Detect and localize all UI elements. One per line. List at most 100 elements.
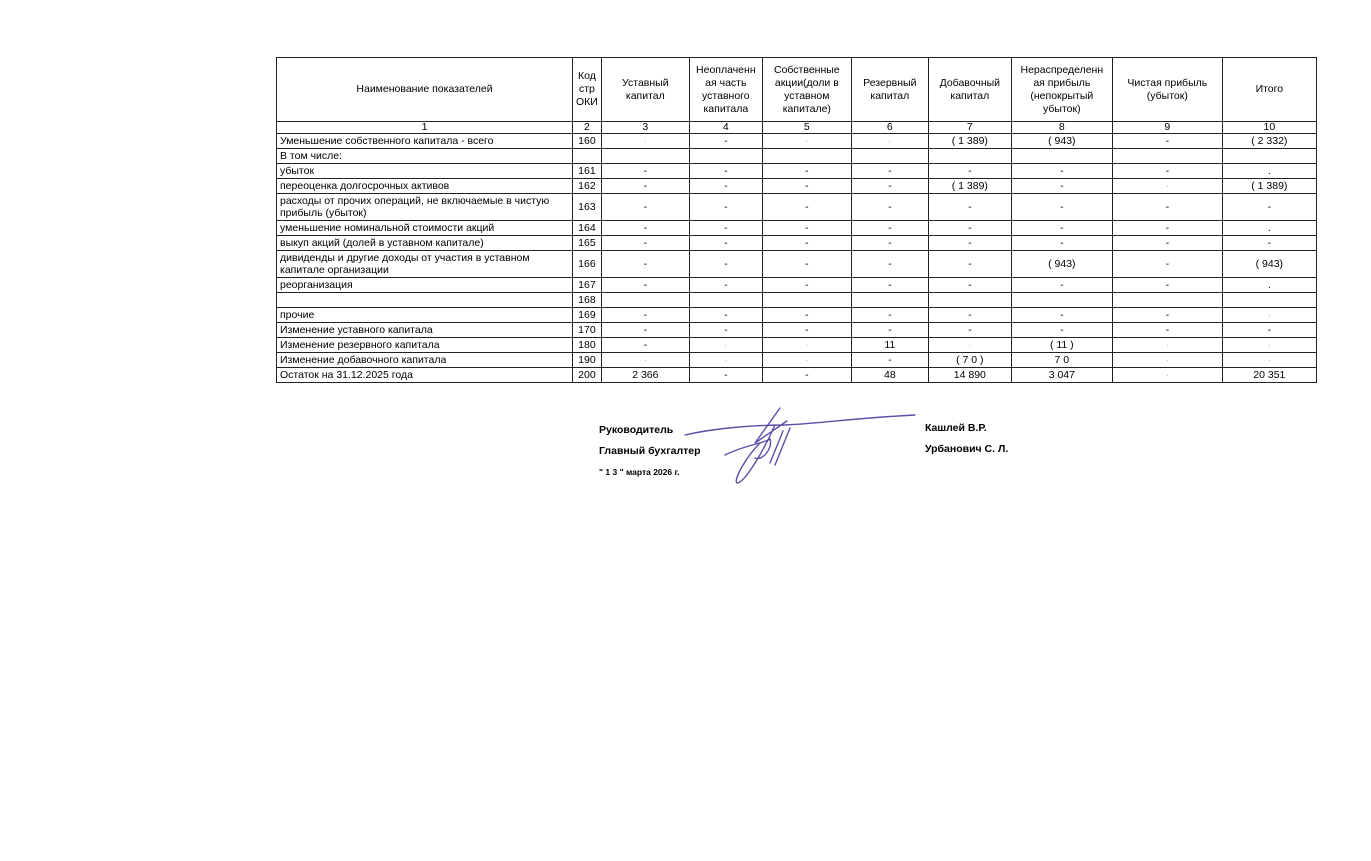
handwritten-signature (684, 407, 916, 484)
column-number: 1 (276, 121, 573, 134)
column-header: Собственные акции(доли в уставном капита… (761, 57, 852, 122)
value-cell: - (1111, 193, 1223, 221)
column-header: Резервный капитал (850, 57, 929, 122)
row-name: убыток (276, 163, 573, 179)
value-cell: - (688, 235, 763, 251)
row-code: 170 (572, 322, 602, 338)
equity-changes-table: Наименование показателей Код стр ОКИ Устав… (276, 57, 1317, 383)
table-row: Уменьшение собственного капитала - всего… (276, 133, 1317, 149)
value-cell: - (688, 178, 763, 194)
value-cell: - (688, 307, 763, 323)
value-cell (1111, 292, 1223, 308)
director-label: Руководитель (599, 424, 674, 436)
value-cell: - (850, 220, 929, 236)
value-cell: - (927, 250, 1012, 278)
value-cell: - (761, 367, 852, 383)
value-cell: - (688, 220, 763, 236)
table-row: дивиденды и другие доходы от участия в у… (276, 250, 1317, 278)
value-cell: ( 943) (1010, 250, 1113, 278)
value-cell (688, 292, 763, 308)
value-cell: · (927, 337, 1012, 353)
row-name: переоценка долгосрочных активов (276, 178, 573, 194)
value-cell (850, 148, 929, 164)
value-cell: · (600, 352, 690, 368)
value-cell: - (850, 193, 929, 221)
value-cell: - (761, 250, 852, 278)
value-cell: - (761, 307, 852, 323)
column-header: Уставный капитал (600, 57, 690, 122)
value-cell: · (688, 337, 763, 353)
column-number: 2 (572, 121, 602, 134)
value-cell: - (688, 367, 763, 383)
row-name: Уменьшение собственного капитала - всего (276, 133, 573, 149)
value-cell: · (761, 337, 852, 353)
value-cell: - (761, 193, 852, 221)
value-cell: - (927, 307, 1012, 323)
row-name: Изменение добавочного капитала (276, 352, 573, 368)
signature-date: " 1 3 " марта 2026 г. (599, 467, 680, 477)
table-row: убыток 161- - - - - - -. (276, 163, 1317, 179)
column-number-row: 1 2 3 4 5 6 7 8 9 10 (276, 121, 1317, 134)
value-cell: - (1010, 163, 1113, 179)
column-header: Неоплаченн ая часть уставного капитала (688, 57, 763, 122)
value-cell: - (600, 163, 690, 179)
row-code: 160 (572, 133, 602, 149)
value-cell: - (761, 277, 852, 293)
value-cell: ( 1 389) (927, 178, 1012, 194)
value-cell: - (850, 352, 929, 368)
column-number: 4 (688, 121, 763, 134)
column-number: 3 (600, 121, 690, 134)
value-cell: ( 2 332) (1221, 133, 1317, 149)
row-code: 168 (572, 292, 602, 308)
value-cell (1221, 148, 1317, 164)
value-cell: · (850, 133, 929, 149)
value-cell: - (600, 220, 690, 236)
value-cell (600, 292, 690, 308)
value-cell: 48 (850, 367, 929, 383)
header-row: Наименование показателей Код стр ОКИ Устав… (276, 57, 1317, 122)
value-cell: - (688, 250, 763, 278)
value-cell: - (1221, 193, 1317, 221)
value-cell: - (688, 277, 763, 293)
value-cell: - (600, 277, 690, 293)
value-cell: - (600, 337, 690, 353)
value-cell: - (600, 307, 690, 323)
value-cell (688, 148, 763, 164)
value-cell: - (850, 307, 929, 323)
director-name: Кашлей В.Р. (925, 422, 987, 434)
value-cell: - (927, 277, 1012, 293)
value-cell: - (600, 235, 690, 251)
value-cell: 7 0 (1010, 352, 1113, 368)
table-row: расходы от прочих операций, не включаемы… (276, 193, 1317, 221)
row-name: уменьшение номинальной стоимости акций (276, 220, 573, 236)
value-cell: - (1111, 307, 1223, 323)
value-cell: - (1111, 220, 1223, 236)
value-cell: ( 7 0 ) (927, 352, 1012, 368)
column-number: 6 (850, 121, 929, 134)
value-cell: - (1111, 277, 1223, 293)
value-cell: - (600, 178, 690, 194)
accountant-label: Главный бухгалтер (599, 445, 701, 457)
value-cell: ( 943) (1221, 250, 1317, 278)
row-name: прочие (276, 307, 573, 323)
row-code: 163 (572, 193, 602, 221)
row-code: 161 (572, 163, 602, 179)
value-cell: ( 11 ) (1010, 337, 1113, 353)
value-cell: - (850, 235, 929, 251)
row-name: выкуп акций (долей в уставном капитале) (276, 235, 573, 251)
value-cell: - (927, 163, 1012, 179)
row-code: 169 (572, 307, 602, 323)
value-cell: · (1221, 307, 1317, 323)
value-cell: - (927, 322, 1012, 338)
value-cell: - (1010, 220, 1113, 236)
row-code: 165 (572, 235, 602, 251)
value-cell: - (761, 322, 852, 338)
value-cell: - (688, 322, 763, 338)
table-row: выкуп акций (долей в уставном капитале) 1… (276, 235, 1317, 251)
row-name: реорганизация (276, 277, 573, 293)
column-header: Чистая прибыль (убыток) (1111, 57, 1223, 122)
value-cell: - (1010, 322, 1113, 338)
value-cell: - (1111, 322, 1223, 338)
value-cell (761, 148, 852, 164)
value-cell: - (1111, 235, 1223, 251)
